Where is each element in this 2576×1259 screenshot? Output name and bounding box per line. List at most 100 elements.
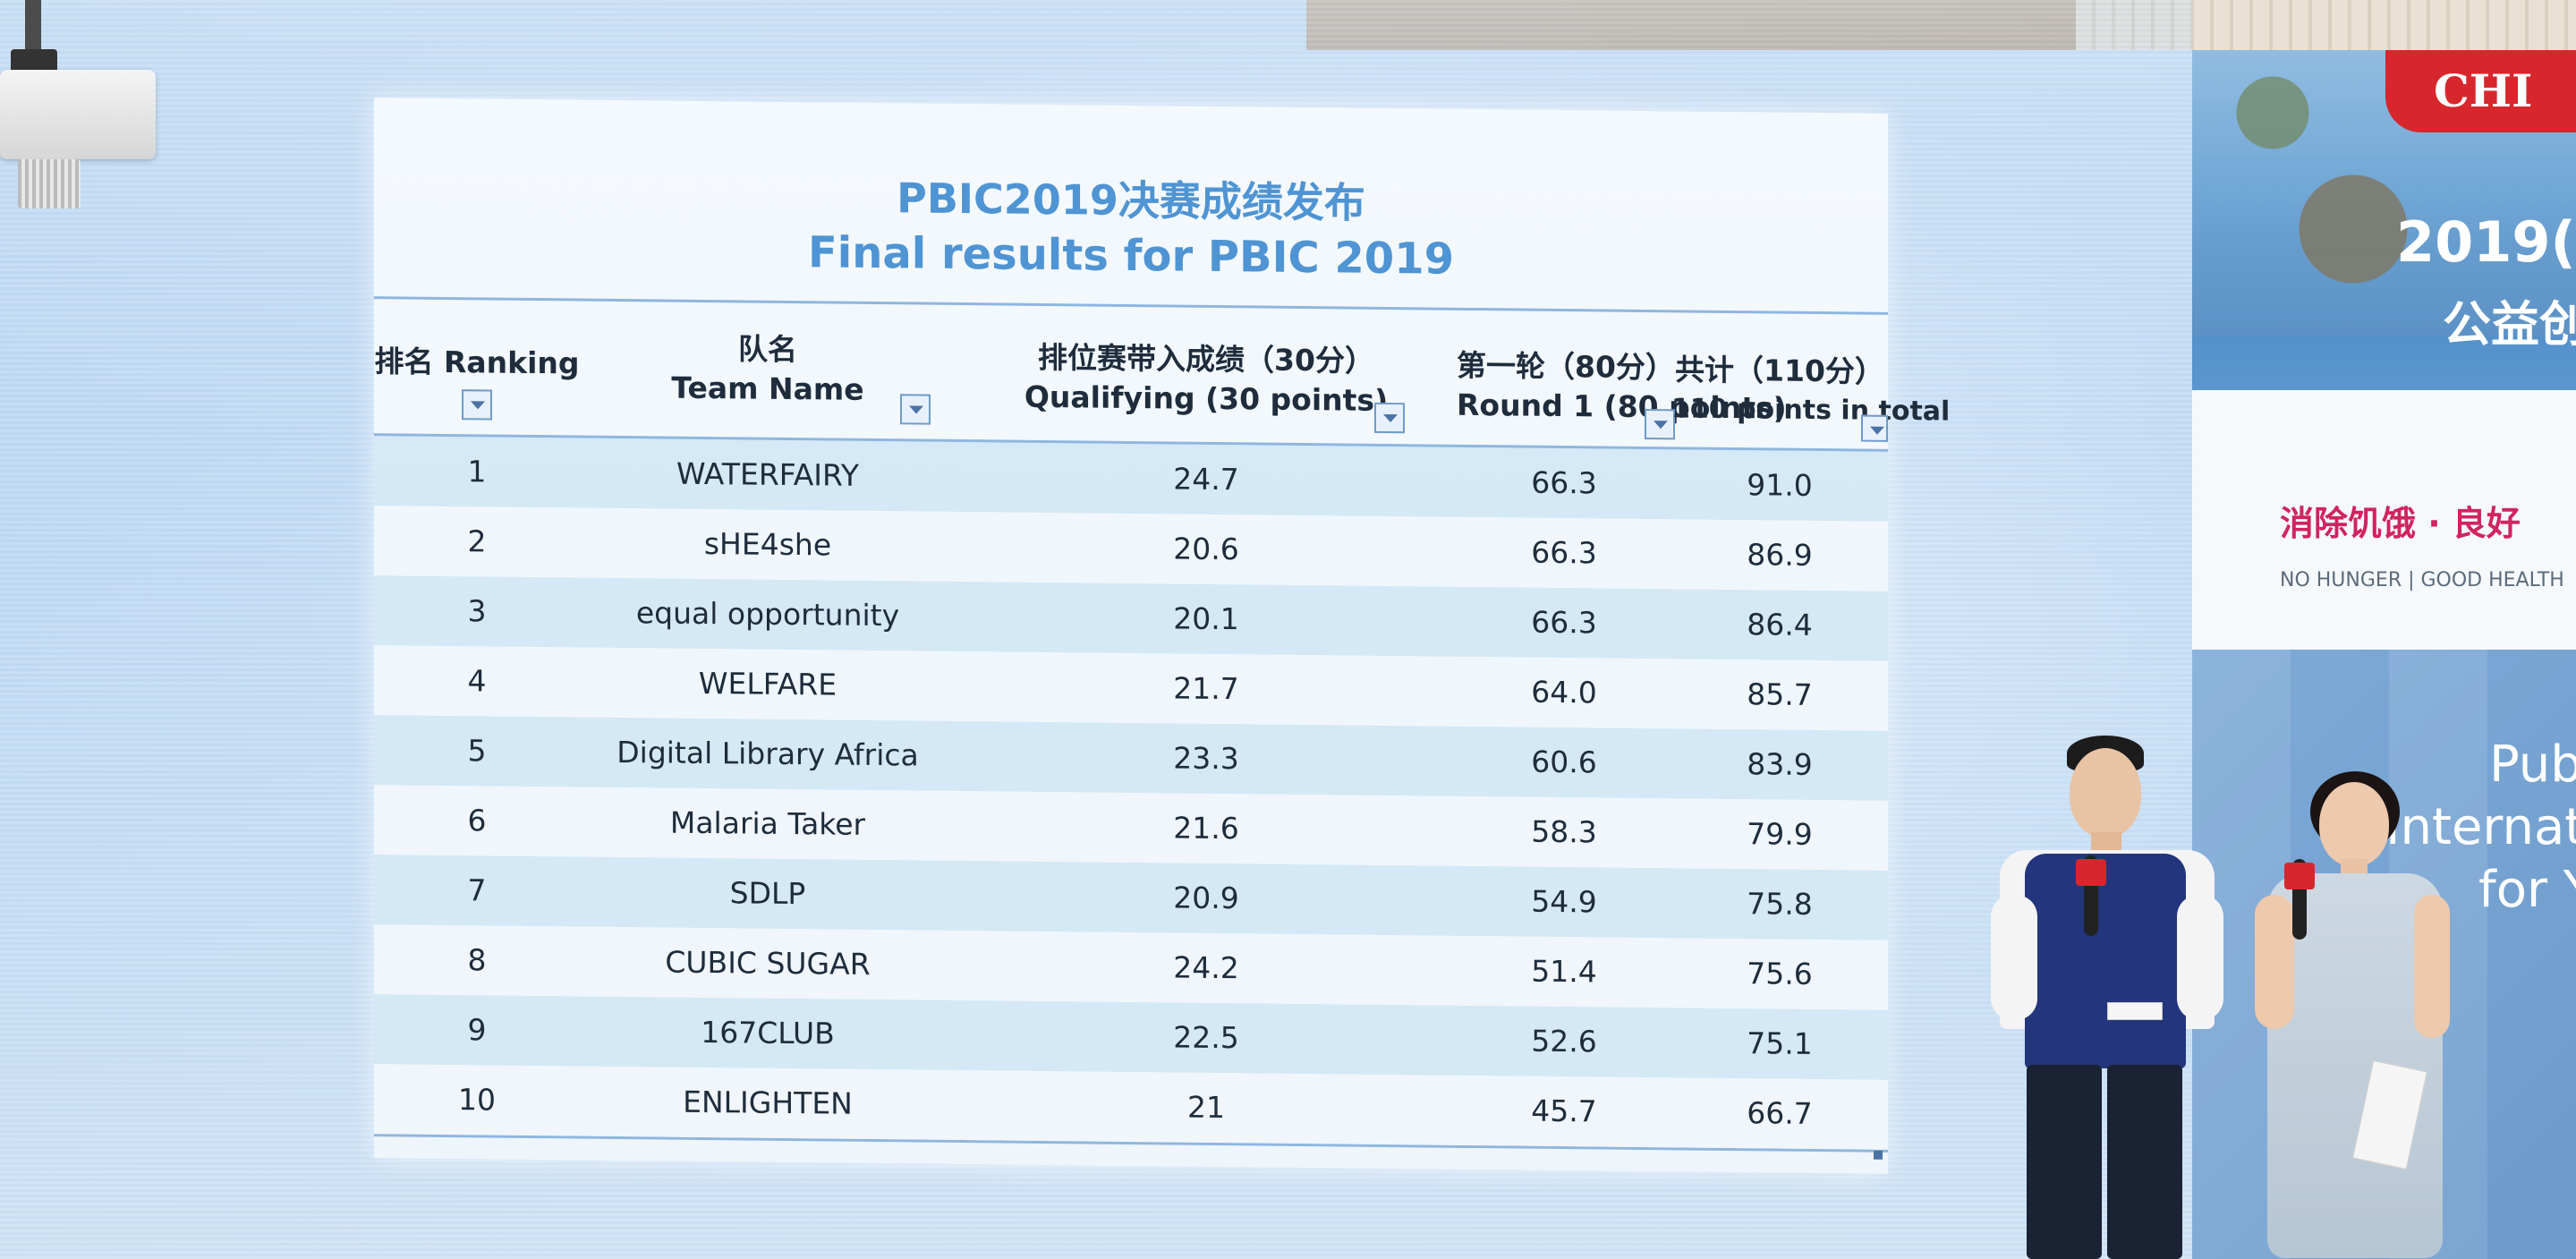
- filter-dropdown-icon[interactable]: [462, 389, 492, 421]
- cell-round1: 60.6: [1531, 744, 1597, 780]
- cell-qualifying: 21: [1187, 1089, 1225, 1126]
- host-right-arm: [2177, 895, 2223, 1020]
- cell-total: 85.7: [1747, 676, 1813, 712]
- cell-total: 75.6: [1747, 956, 1813, 991]
- cell-team: CUBIC SUGAR: [665, 944, 871, 982]
- cell-team: ENLIGHTEN: [683, 1084, 853, 1121]
- table-header: 排名 Ranking 队名 Team Name 排位赛带入成绩（30分） Qua…: [374, 296, 1951, 452]
- host-left-arm: [2255, 895, 2294, 1029]
- projector-mount: [25, 0, 41, 54]
- male-host: [1991, 734, 2223, 1259]
- results-slide: PBIC2019决赛成绩发布 Final results for PBIC 20…: [374, 98, 1951, 1174]
- mic-flag: [2284, 863, 2315, 889]
- cell-rank: 9: [467, 1012, 487, 1048]
- filter-dropdown-icon[interactable]: [900, 394, 931, 425]
- cell-rank: 10: [458, 1082, 496, 1118]
- cell-qualifying: 20.1: [1173, 600, 1239, 637]
- header-qualifying: 排位赛带入成绩（30分） Qualifying (30 points): [956, 305, 1457, 445]
- cell-total: 91.0: [1747, 467, 1813, 503]
- header-round1: 第一轮（80分） Round 1 (80 points): [1457, 310, 1787, 447]
- cell-rank: 5: [467, 733, 487, 769]
- filter-dropdown-icon[interactable]: [1374, 402, 1405, 434]
- host-right-leg: [2107, 1065, 2182, 1259]
- cell-total: 83.9: [1747, 746, 1813, 782]
- cell-rank: 3: [467, 593, 487, 629]
- sort-filter-icon[interactable]: [1861, 414, 1888, 442]
- host-vest: [2025, 854, 2186, 1068]
- projector: [0, 0, 161, 208]
- host-left-arm: [1991, 895, 2037, 1020]
- projector-vent: [18, 159, 81, 208]
- banner-cn-title: 公益创: [2443, 296, 2576, 353]
- cell-qualifying: 24.2: [1173, 949, 1239, 986]
- header-total-cn: 共计（110分）: [1675, 352, 1884, 389]
- header-round1-cn: 第一轮（80分）: [1457, 347, 1675, 386]
- host-right-arm: [2414, 895, 2450, 1038]
- banner-header: CHI 2019( 公益创: [2192, 50, 2576, 390]
- header-team: 队名 Team Name: [580, 302, 956, 439]
- cell-rank: 6: [467, 803, 487, 838]
- cell-team: 167CLUB: [701, 1014, 835, 1051]
- cell-round1: 54.9: [1531, 883, 1597, 920]
- cell-team: SDLP: [729, 875, 806, 912]
- cell-team: equal opportunity: [635, 595, 900, 634]
- cell-rank: 7: [467, 872, 487, 908]
- slogan-cn: 消除饥饿 · 良好: [2280, 504, 2521, 543]
- cell-round1: 66.3: [1531, 464, 1597, 501]
- header-ranking: 排名 Ranking: [374, 299, 580, 435]
- header-total: 共计（110分） 110 points in total: [1671, 312, 1951, 449]
- cell-total: 66.7: [1747, 1095, 1813, 1131]
- banner-year: 2019(: [2396, 209, 2576, 275]
- filter-dropdown-icon[interactable]: [1645, 409, 1675, 440]
- cell-team: Malaria Taker: [669, 804, 866, 842]
- cell-qualifying: 21.7: [1173, 670, 1239, 707]
- header-round1-en: Round 1 (80 points): [1457, 387, 1787, 426]
- header-team-cn: 队名: [738, 331, 797, 368]
- slogan-en: NO HUNGER | GOOD HEALTH: [2280, 569, 2564, 591]
- cell-rank: 2: [467, 523, 487, 559]
- cell-round1: 66.3: [1531, 604, 1597, 641]
- cell-team: Digital Library Africa: [616, 734, 919, 773]
- host-left-leg: [2027, 1065, 2102, 1259]
- host-head: [2319, 782, 2389, 866]
- cell-qualifying: 23.3: [1173, 740, 1239, 777]
- results-table: 排名 Ranking 队名 Team Name 排位赛带入成绩（30分） Qua…: [374, 296, 1951, 1160]
- cell-round1: 45.7: [1531, 1093, 1597, 1129]
- banner-line-3: for Y: [2478, 861, 2576, 919]
- banner-line-2: Internati: [2385, 798, 2576, 856]
- projector-body: [0, 70, 156, 208]
- brand-badge: CHI: [2385, 50, 2576, 132]
- cell-rank: 8: [467, 942, 487, 978]
- mic-flag: [2076, 859, 2106, 886]
- cell-team: sHE4she: [703, 526, 832, 563]
- cell-round1: 64.0: [1531, 674, 1597, 710]
- cell-total: 75.1: [1747, 1025, 1813, 1061]
- cell-qualifying: 21.6: [1173, 810, 1239, 846]
- cell-qualifying: 24.7: [1173, 461, 1239, 498]
- slide-title-cn: PBIC2019决赛成绩发布: [897, 174, 1365, 227]
- cell-round1: 66.3: [1531, 534, 1597, 571]
- cell-team: WATERFAIRY: [676, 455, 859, 493]
- table-body: 1 WATERFAIRY 24.7 66.3 91.0 2 sHE4she 20…: [374, 436, 1888, 1160]
- cell-qualifying: 20.6: [1173, 531, 1239, 567]
- header-ranking-label: 排名 Ranking: [374, 344, 580, 381]
- cell-total: 86.9: [1747, 537, 1813, 573]
- resize-handle-icon: [1874, 1150, 1883, 1160]
- host-head: [2070, 748, 2141, 838]
- cell-team: WELFARE: [698, 665, 837, 702]
- header-qualifying-cn: 排位赛带入成绩（30分）: [1038, 339, 1374, 379]
- header-total-en: 110 points in total: [1671, 393, 1951, 428]
- female-host: [2255, 770, 2452, 1259]
- cell-round1: 51.4: [1531, 953, 1597, 990]
- cell-total: 75.8: [1747, 886, 1813, 922]
- cell-rank: 4: [467, 663, 487, 699]
- header-team-en: Team Name: [671, 370, 864, 407]
- cell-qualifying: 22.5: [1173, 1019, 1239, 1056]
- banner-slogan-panel: 消除饥饿 · 良好 NO HUNGER | GOOD HEALTH: [2192, 390, 2576, 650]
- cell-round1: 58.3: [1531, 813, 1597, 850]
- host-cue-card: [2107, 1002, 2163, 1020]
- cell-total: 86.4: [1747, 607, 1813, 642]
- cell-rank: 1: [467, 454, 487, 489]
- cell-round1: 52.6: [1531, 1023, 1597, 1059]
- cell-total: 79.9: [1747, 816, 1813, 852]
